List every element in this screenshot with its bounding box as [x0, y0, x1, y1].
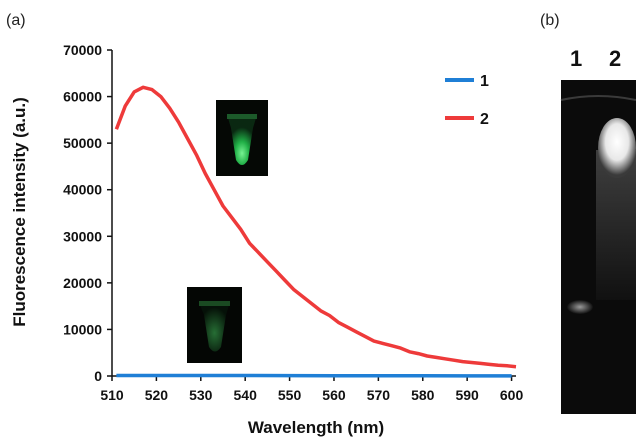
- x-axis-ticks: 510 520 530 540 550 560 570 580 590 600: [100, 376, 523, 403]
- gel-image: 1 2: [560, 46, 636, 414]
- x-tick-label-0: 510: [100, 387, 124, 403]
- x-tick-label-9: 600: [500, 387, 524, 403]
- x-tick-label-1: 520: [145, 387, 169, 403]
- x-tick-label-7: 580: [411, 387, 435, 403]
- series-line-2: [114, 85, 517, 369]
- y-tick-label-7: 70000: [63, 42, 102, 58]
- x-tick-label-2: 530: [189, 387, 213, 403]
- y-tick-label-3: 30000: [63, 228, 102, 244]
- lane-label-1: 1: [570, 46, 582, 71]
- x-tick-label-3: 540: [234, 387, 258, 403]
- legend-label-1: 1: [480, 73, 489, 90]
- panel-a-label: (a): [6, 12, 26, 29]
- legend-label-2: 2: [480, 111, 489, 128]
- y-tick-label-0: 0: [94, 368, 102, 384]
- x-tick-label-8: 590: [455, 387, 479, 403]
- y-tick-label-4: 40000: [63, 182, 102, 198]
- y-tick-label-2: 20000: [63, 275, 102, 291]
- series-lines: [114, 85, 517, 378]
- inset-vial-photo-bright: [216, 100, 268, 176]
- x-axis-title: Wavelength (nm): [248, 418, 384, 437]
- y-axis-title: Fluorescence intensity (a.u.): [10, 97, 29, 327]
- legend: 1 2: [445, 73, 489, 128]
- lane-label-2: 2: [609, 46, 621, 71]
- x-tick-label-5: 560: [322, 387, 346, 403]
- y-tick-label-6: 60000: [63, 89, 102, 105]
- y-tick-label-1: 10000: [63, 321, 102, 337]
- panel-b-label: (b): [540, 12, 560, 29]
- y-axis-ticks: 0 10000 20000 30000 40000 50000 60000 70000: [63, 42, 112, 384]
- x-tick-label-6: 570: [367, 387, 391, 403]
- x-tick-label-4: 550: [278, 387, 302, 403]
- y-tick-label-5: 50000: [63, 135, 102, 151]
- line-chart: 0 10000 20000 30000 40000 50000 60000 70000 510…: [10, 42, 523, 437]
- inset-vial-photo-dim: [187, 287, 242, 363]
